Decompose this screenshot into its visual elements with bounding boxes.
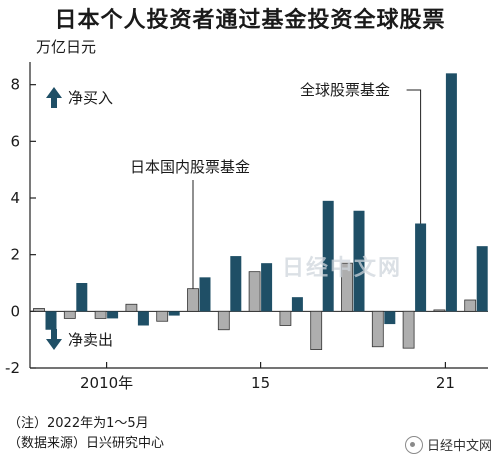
bar-domestic bbox=[187, 288, 199, 312]
footnotes: （注）2022年为1～5月 （数据来源）日兴研究中心 bbox=[8, 414, 164, 454]
bar-domestic bbox=[433, 309, 446, 312]
bar-global bbox=[199, 277, 211, 312]
x-tick-label: 15 bbox=[251, 374, 270, 392]
outflow-label: 净卖出 bbox=[68, 331, 113, 349]
bar-global bbox=[107, 311, 119, 319]
bar-global bbox=[322, 200, 334, 312]
bar-global bbox=[230, 256, 242, 312]
bar-domestic bbox=[156, 310, 169, 322]
y-tick-label: 6 bbox=[10, 132, 20, 150]
note-source: （数据来源）日兴研究中心 bbox=[8, 436, 165, 451]
y-tick-label: 4 bbox=[10, 189, 20, 207]
global-leader-line bbox=[406, 89, 422, 224]
bar-global bbox=[445, 73, 457, 312]
x-tick-label: 21 bbox=[436, 374, 455, 392]
bar-global bbox=[137, 311, 149, 326]
bar-domestic bbox=[402, 310, 415, 349]
bar-global bbox=[45, 311, 57, 330]
bar-global bbox=[384, 311, 396, 325]
bar-domestic bbox=[464, 299, 477, 312]
y-tick-label: -2 bbox=[5, 359, 20, 377]
bar-global bbox=[353, 210, 365, 312]
bar-global bbox=[76, 283, 88, 312]
note-period: （注）2022年为1～5月 bbox=[8, 416, 149, 431]
bar-domestic bbox=[248, 271, 261, 312]
series-label-domestic: 日本国内股票基金 bbox=[130, 158, 250, 176]
bar-domestic bbox=[125, 303, 138, 312]
wechat-icon bbox=[404, 435, 423, 454]
bar-domestic bbox=[279, 310, 292, 326]
bar-domestic bbox=[310, 310, 323, 350]
y-tick-label: 8 bbox=[10, 76, 20, 94]
publisher-logo: 日经中文网 bbox=[404, 435, 492, 454]
bar-global bbox=[415, 223, 427, 312]
x-tick-label: 2010年 bbox=[80, 374, 133, 392]
y-axis-unit: 万亿日元 bbox=[36, 38, 97, 56]
y-tick-label: 0 bbox=[10, 302, 20, 320]
bar-domestic bbox=[63, 310, 76, 319]
bar-global bbox=[168, 311, 180, 316]
bar-domestic bbox=[217, 310, 230, 331]
logo-text: 日经中文网 bbox=[426, 439, 492, 454]
bar-domestic bbox=[33, 308, 45, 312]
up-arrow-icon bbox=[46, 87, 62, 108]
chart-title: 日本个人投资者通过基金投资全球股票 bbox=[54, 8, 446, 33]
bar-domestic bbox=[371, 310, 384, 348]
watermark: 日经中文网 bbox=[282, 256, 403, 281]
bar-global bbox=[291, 297, 303, 312]
bar-domestic bbox=[94, 310, 107, 319]
down-arrow-icon bbox=[46, 329, 62, 350]
bar-domestic bbox=[341, 262, 353, 312]
bar-global bbox=[261, 263, 273, 312]
series-label-global: 全球股票基金 bbox=[300, 81, 390, 99]
y-tick-label: 2 bbox=[10, 246, 20, 264]
inflow-label: 净买入 bbox=[68, 89, 113, 107]
bar-global bbox=[476, 246, 488, 312]
